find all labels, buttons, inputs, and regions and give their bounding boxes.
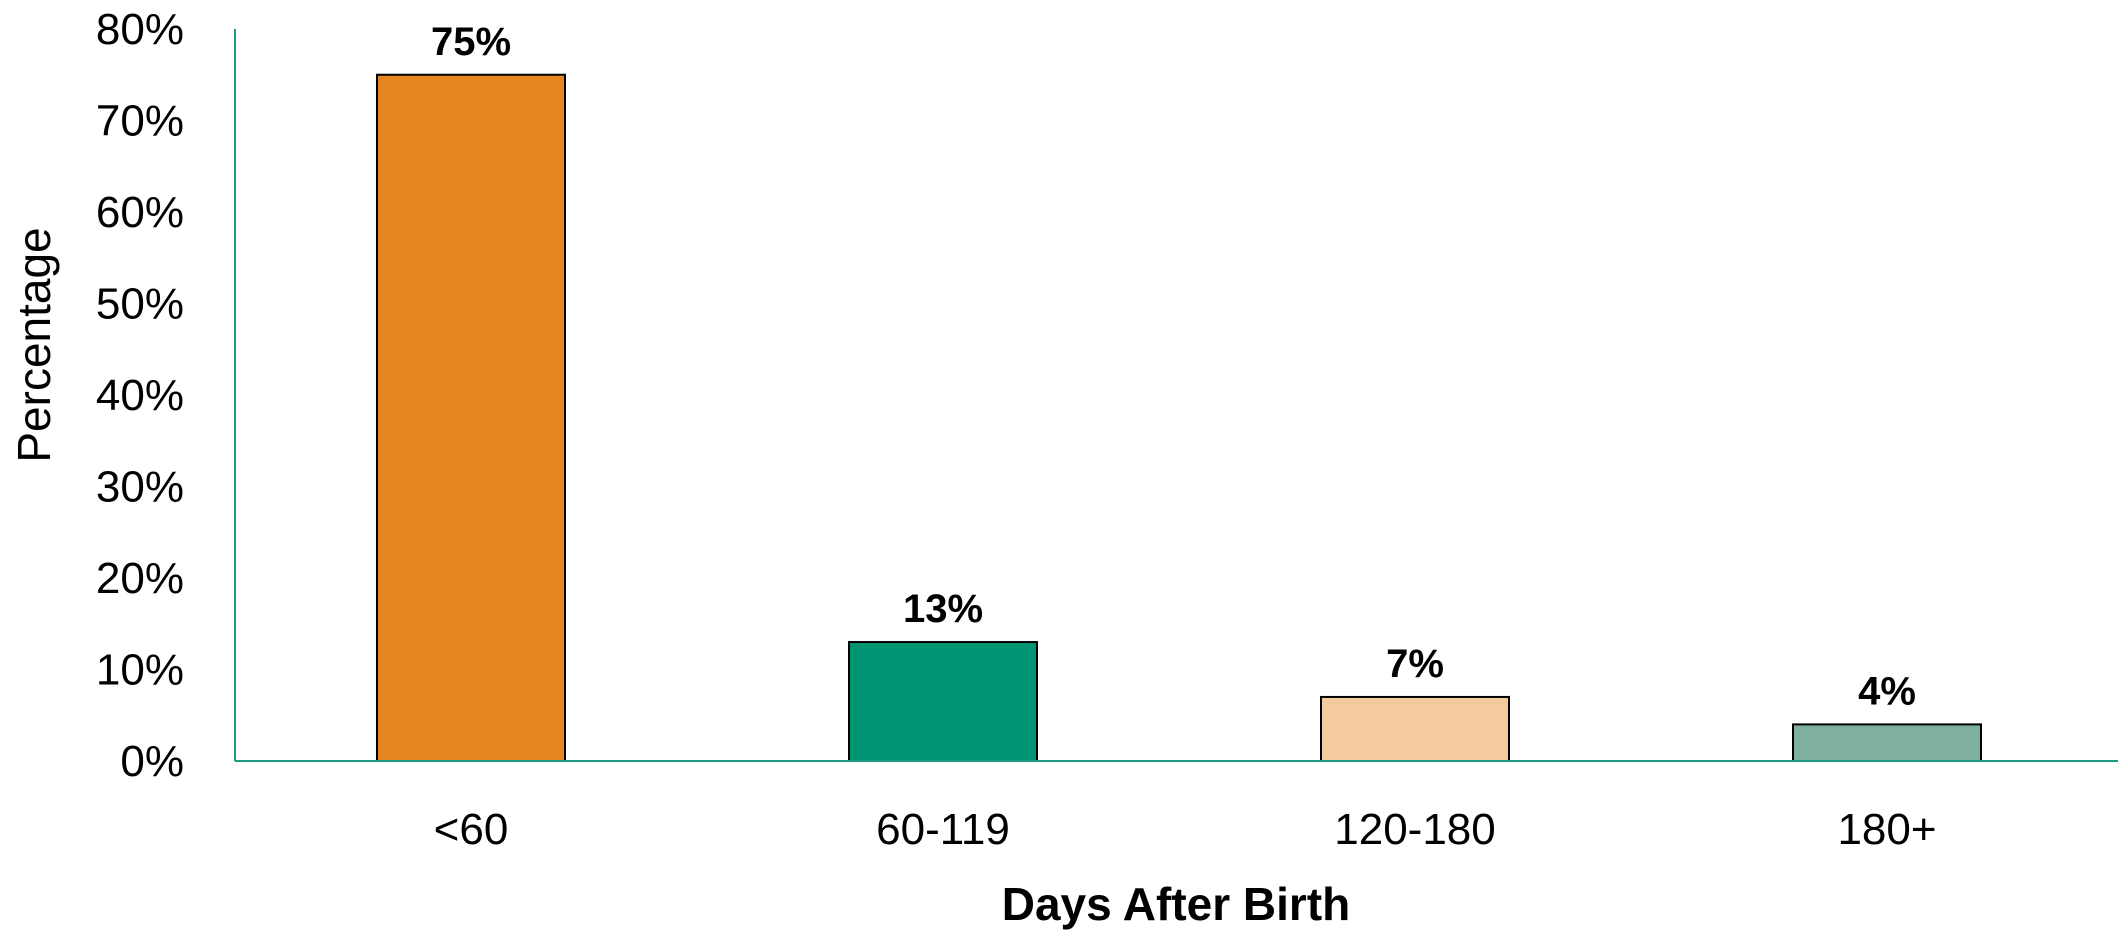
x-axis-title: Days After Birth [1002,878,1350,930]
y-tick-label: 10% [96,646,184,695]
y-tick-label: 0% [120,737,184,786]
data-labels-group: 75% 13% 7% 4% [431,20,1916,714]
x-tick-label: 60-119 [876,805,1010,854]
bar [376,73,566,762]
bars-group [376,73,1982,763]
y-tick-label: 70% [96,97,184,146]
bar [1792,723,1982,763]
data-label: 75% [431,20,511,64]
bar [1320,695,1510,763]
y-tick-label: 20% [96,554,184,603]
data-label: 4% [1858,669,1916,713]
y-tick-label: 50% [96,280,184,329]
y-tick-label: 80% [96,5,184,54]
x-tick-labels-group: <60 60-119 120-180 180+ [434,805,1937,854]
y-tick-label: 30% [96,463,184,512]
x-tick-label: <60 [434,805,509,854]
x-tick-label: 120-180 [1334,805,1495,854]
data-label: 7% [1386,642,1444,686]
y-tick-label: 40% [96,371,184,420]
x-tick-label: 180+ [1837,805,1936,854]
y-tick-label: 60% [96,188,184,237]
y-axis-title: Percentage [8,227,60,462]
data-label: 13% [903,587,983,631]
bar [848,641,1038,762]
y-tick-labels-group: 0% 10% 20% 30% 40% 50% 60% 70% 80% [96,5,184,786]
